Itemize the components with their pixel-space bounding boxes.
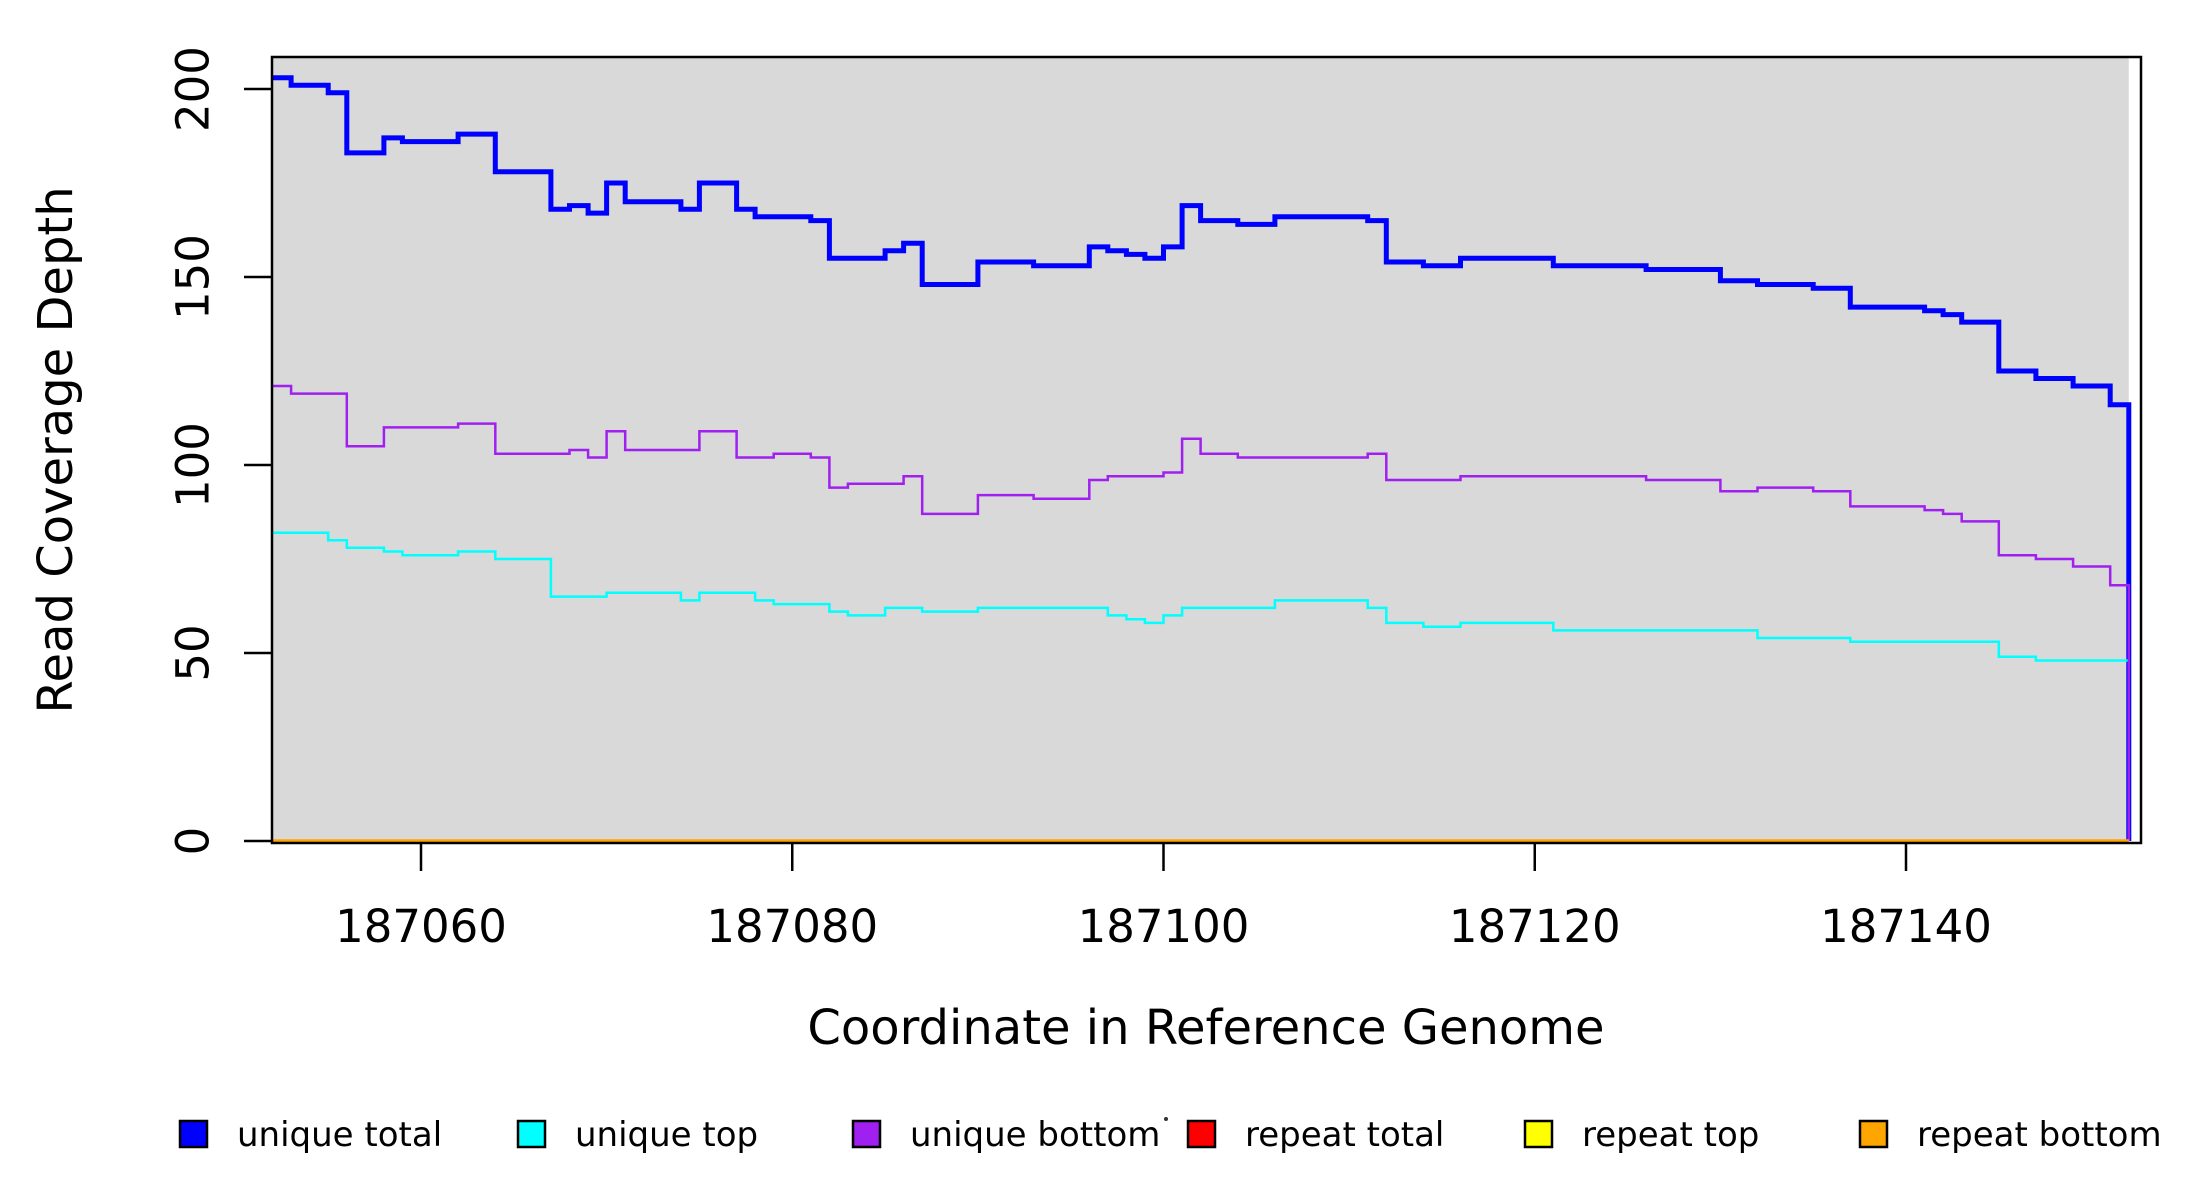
- legend-item: unique top: [516, 1115, 758, 1155]
- x-axis: 187060 187080 187100 187120 187140: [335, 843, 1992, 953]
- legend-item: unique total: [178, 1115, 442, 1155]
- legend-swatch: [1523, 1119, 1554, 1149]
- x-tick-label: 187100: [1078, 900, 1250, 953]
- legend-swatch: [851, 1119, 882, 1149]
- y-axis-title: Read Coverage Depth: [28, 186, 84, 713]
- legend-label: unique total: [237, 1115, 442, 1155]
- legend-item: repeat bottom: [1858, 1115, 2162, 1155]
- series-layer: [272, 75, 2132, 843]
- series-unique-bottom: [272, 384, 2131, 841]
- series-unique-top: [272, 531, 2131, 841]
- y-tick-label: 200: [167, 46, 220, 132]
- legend-label: repeat bottom: [1917, 1115, 2162, 1155]
- legend-item: repeat top: [1523, 1115, 1759, 1155]
- legend-swatch: [516, 1119, 547, 1149]
- plot-frame: [270, 55, 2143, 845]
- legend-swatch: [1858, 1119, 1889, 1149]
- legend-swatch: [178, 1119, 209, 1149]
- legend-label: unique top: [575, 1115, 758, 1155]
- x-tick-label: 187140: [1820, 900, 1992, 953]
- legend-label: repeat total: [1245, 1115, 1444, 1155]
- legend-item: repeat total: [1186, 1115, 1444, 1155]
- x-tick-label: 187080: [706, 900, 878, 953]
- y-tick-label: 50: [167, 624, 220, 681]
- x-tick-label: 187060: [335, 900, 507, 953]
- y-tick-label: 150: [167, 234, 220, 320]
- y-tick-label: 100: [167, 422, 220, 508]
- x-tick-label: 187120: [1449, 900, 1621, 953]
- x-axis-title: Coordinate in Reference Genome: [807, 1000, 1604, 1056]
- legend-label: repeat top: [1582, 1115, 1759, 1155]
- series-unique-total: [272, 75, 2132, 841]
- stray-dot: [1164, 1117, 1168, 1121]
- legend-label: unique bottom: [910, 1115, 1160, 1155]
- legend-swatch: [1186, 1119, 1217, 1149]
- y-axis: 0 50 100 150 200: [167, 46, 272, 856]
- legend-item: unique bottom: [851, 1115, 1160, 1155]
- legend: unique total unique top unique bottom repea…: [178, 1115, 2162, 1155]
- y-tick-label: 0: [167, 827, 220, 856]
